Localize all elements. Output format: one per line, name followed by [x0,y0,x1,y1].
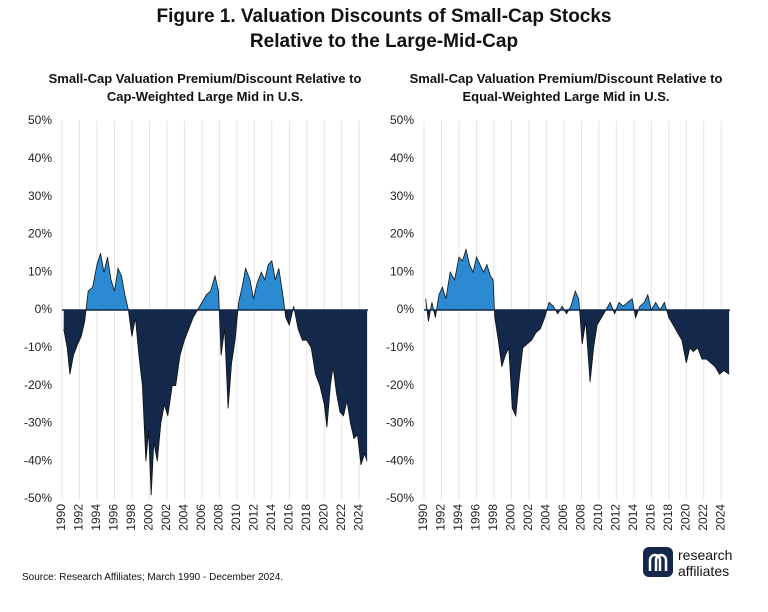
y-tick-label: -20% [24,378,52,392]
subplot-title: Equal-Weighted Large Mid in U.S. [462,89,669,104]
y-tick-label: -30% [386,416,414,430]
y-tick-label: 20% [28,227,52,241]
x-tick-label: 2018 [661,504,675,531]
x-tick-label: 2008 [212,504,226,531]
area-positive [425,249,730,310]
x-tick-label: 2016 [281,504,295,531]
x-tick-label: 1996 [469,504,483,531]
x-tick-label: 2024 [713,504,727,531]
x-tick-label: 2018 [299,504,313,531]
logo-text: research [678,547,732,563]
y-tick-label: -40% [24,453,52,467]
y-tick-label: 30% [390,189,414,203]
x-tick-label: 2006 [194,504,208,531]
x-tick-label: 1998 [486,504,500,531]
y-tick-label: 50% [28,113,52,127]
x-tick-label: 2012 [247,504,261,531]
y-tick-label: -10% [386,340,414,354]
x-tick-label: 2020 [678,504,692,531]
x-tick-label: 2010 [591,504,605,531]
x-tick-label: 2024 [351,504,365,531]
subplot: Small-Cap Valuation Premium/Discount Rel… [24,71,368,531]
x-tick-label: 1990 [54,504,68,531]
logo-text: affiliates [678,563,729,579]
x-tick-label: 1998 [124,504,138,531]
y-tick-label: 10% [28,264,52,278]
y-tick-label: 0% [397,302,415,316]
x-tick-label: 2000 [504,504,518,531]
x-tick-label: 2006 [556,504,570,531]
subplot: Small-Cap Valuation Premium/Discount Rel… [386,71,730,531]
x-tick-label: 2008 [574,504,588,531]
area-negative [425,310,730,416]
x-tick-label: 1994 [451,504,465,531]
x-tick-label: 2004 [177,504,191,531]
series-line [63,253,368,496]
x-tick-label: 1992 [72,504,86,531]
subplot-title: Small-Cap Valuation Premium/Discount Rel… [49,71,362,86]
y-tick-label: -50% [24,491,52,505]
x-tick-label: 2014 [626,504,640,531]
y-tick-label: 10% [390,264,414,278]
y-tick-label: 40% [390,151,414,165]
x-tick-label: 1994 [89,504,103,531]
area-negative [63,310,368,496]
y-tick-label: -40% [386,453,414,467]
subplot-title: Small-Cap Valuation Premium/Discount Rel… [410,71,723,86]
y-tick-label: 20% [390,227,414,241]
logo-icon [643,547,673,577]
x-tick-label: 2010 [229,504,243,531]
logo-mark [648,553,668,571]
y-tick-label: -30% [24,416,52,430]
x-tick-label: 2022 [696,504,710,531]
x-tick-label: 2022 [334,504,348,531]
x-tick-label: 1992 [434,504,448,531]
x-tick-label: 2014 [264,504,278,531]
x-tick-label: 2012 [609,504,623,531]
y-tick-label: 0% [35,302,53,316]
logo: research affiliates [643,547,732,579]
y-tick-label: 40% [28,151,52,165]
figure-title: Figure 1. Valuation Discounts of Small-C… [156,6,611,27]
source-note: Source: Research Affiliates; March 1990 … [22,572,283,583]
x-tick-label: 2000 [142,504,156,531]
x-tick-label: 2020 [316,504,330,531]
area-positive [63,253,368,310]
x-tick-label: 1990 [416,504,430,531]
x-tick-label: 2002 [521,504,535,531]
y-tick-label: -20% [386,378,414,392]
y-tick-label: 50% [390,113,414,127]
y-tick-label: -10% [24,340,52,354]
figure-title: Relative to the Large-Mid-Cap [250,31,518,52]
x-tick-label: 2004 [539,504,553,531]
y-tick-label: 30% [28,189,52,203]
x-tick-label: 2016 [643,504,657,531]
y-tick-label: -50% [386,491,414,505]
subplot-title: Cap-Weighted Large Mid in U.S. [107,89,303,104]
x-tick-label: 2002 [159,504,173,531]
x-tick-label: 1996 [107,504,121,531]
